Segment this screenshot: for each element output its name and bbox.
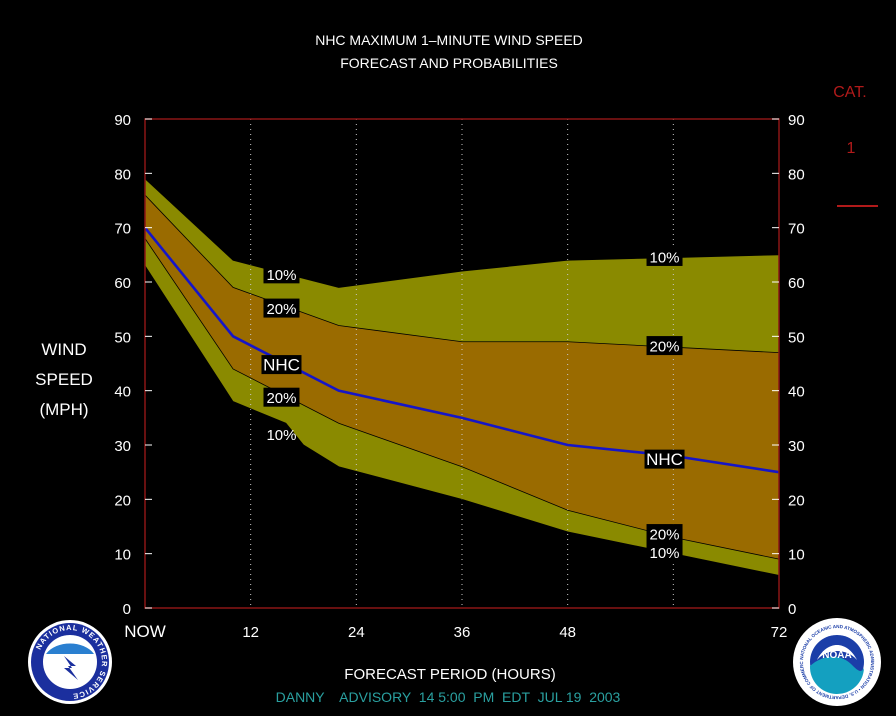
band-label-1: 20% bbox=[266, 301, 296, 318]
plot-frame bbox=[144, 118, 780, 609]
y-axis-ticks: 0 0 10 10 20 20 30 30 40 40 50 50 60 60 70 70 80 80 90 90 bbox=[114, 112, 804, 618]
lightning-bolt-icon bbox=[64, 656, 78, 680]
ylabel-line-3: (MPH) bbox=[39, 400, 88, 419]
band-label-0: 10% bbox=[266, 267, 296, 284]
band-label-3: 20% bbox=[266, 390, 296, 407]
y-tick-label-right-30: 30 bbox=[788, 438, 805, 455]
y-tick-label-left-60: 60 bbox=[114, 275, 131, 292]
advisory-info: DANNY ADVISORY 14 5:00 PM EDT JUL 19 200… bbox=[276, 689, 621, 705]
x-tick-label-24: 24 bbox=[348, 624, 365, 641]
y-tick-label-left-70: 70 bbox=[114, 221, 131, 238]
band-label-box-5 bbox=[646, 246, 683, 266]
y-tick-label-left-30: 30 bbox=[114, 438, 131, 455]
noaa-bird-icon bbox=[817, 645, 857, 660]
y-tick-label-right-10: 10 bbox=[788, 547, 805, 564]
band-label-8: 20% bbox=[650, 527, 680, 544]
y-tick-label-right-60: 60 bbox=[788, 275, 805, 292]
noaa-logo: NOAA NATIONAL OCEANIC AND ATMOSPHERIC AD… bbox=[793, 618, 881, 706]
nws-logo: NATIONAL WEATHER SERVICE bbox=[28, 620, 112, 704]
y-tick-label-right-20: 20 bbox=[788, 492, 805, 509]
y-tick-label-left-50: 50 bbox=[114, 329, 131, 346]
band-20-80-percent bbox=[145, 195, 779, 560]
band-label-5: 10% bbox=[650, 249, 680, 266]
x-tick-label-72: 72 bbox=[771, 624, 788, 641]
y-tick-label-left-90: 90 bbox=[114, 112, 131, 129]
nws-logo-cloud bbox=[46, 643, 94, 654]
band-label-box-1 bbox=[263, 298, 300, 318]
category-heading: CAT. bbox=[833, 84, 866, 101]
ylabel-line-2: SPEED bbox=[35, 370, 93, 389]
band-label-2: NHC bbox=[263, 356, 300, 375]
band-label-7: NHC bbox=[646, 450, 683, 469]
band-label-box-9 bbox=[646, 542, 683, 562]
category-value: 1 bbox=[847, 140, 856, 157]
x-tick-label-now: NOW bbox=[124, 622, 166, 641]
probability-bands bbox=[145, 178, 779, 576]
x-tick-label-12: 12 bbox=[242, 624, 259, 641]
series-line-lower-10 bbox=[144, 265, 780, 576]
band-label-6: 20% bbox=[650, 339, 680, 356]
y-tick-label-left-40: 40 bbox=[114, 384, 131, 401]
x-axis-ticks: NOW 12 24 36 48 72 bbox=[124, 622, 787, 641]
category-legend: CAT. 1 bbox=[833, 84, 878, 207]
band-label-box-7 bbox=[644, 449, 685, 469]
noaa-logo-center-text: NOAA bbox=[822, 650, 851, 661]
band-label-box-8 bbox=[646, 524, 683, 544]
band-label-box-3 bbox=[263, 387, 300, 407]
title-line-2: FORECAST AND PROBABILITIES bbox=[340, 55, 558, 71]
title-line-1: NHC MAXIMUM 1–MINUTE WIND SPEED bbox=[315, 32, 583, 48]
band-label-box-6 bbox=[646, 336, 683, 356]
y-tick-label-right-80: 80 bbox=[788, 166, 805, 183]
band-label-4: 10% bbox=[266, 427, 296, 444]
band-label-box-0 bbox=[263, 264, 300, 284]
noaa-logo-wave bbox=[809, 656, 864, 695]
y-tick-label-left-0: 0 bbox=[123, 601, 131, 618]
y-tick-label-left-80: 80 bbox=[114, 166, 131, 183]
y-tick-label-left-10: 10 bbox=[114, 547, 131, 564]
y-tick-label-right-70: 70 bbox=[788, 221, 805, 238]
y-tick-label-right-90: 90 bbox=[788, 112, 805, 129]
x-tick-label-48: 48 bbox=[559, 624, 576, 641]
ylabel-line-1: WIND bbox=[41, 340, 86, 359]
y-tick-label-right-50: 50 bbox=[788, 329, 805, 346]
y-tick-label-right-0: 0 bbox=[788, 601, 796, 618]
chart-title: NHC MAXIMUM 1–MINUTE WIND SPEED FORECAST… bbox=[315, 32, 583, 71]
y-axis-label: WIND SPEED (MPH) bbox=[35, 340, 93, 419]
x-axis-label: FORECAST PERIOD (HOURS) bbox=[344, 666, 555, 683]
band-label-box-2 bbox=[261, 355, 302, 375]
y-tick-label-left-20: 20 bbox=[114, 492, 131, 509]
x-tick-label-36: 36 bbox=[454, 624, 471, 641]
y-tick-label-right-40: 40 bbox=[788, 384, 805, 401]
band-label-9: 10% bbox=[650, 545, 680, 562]
